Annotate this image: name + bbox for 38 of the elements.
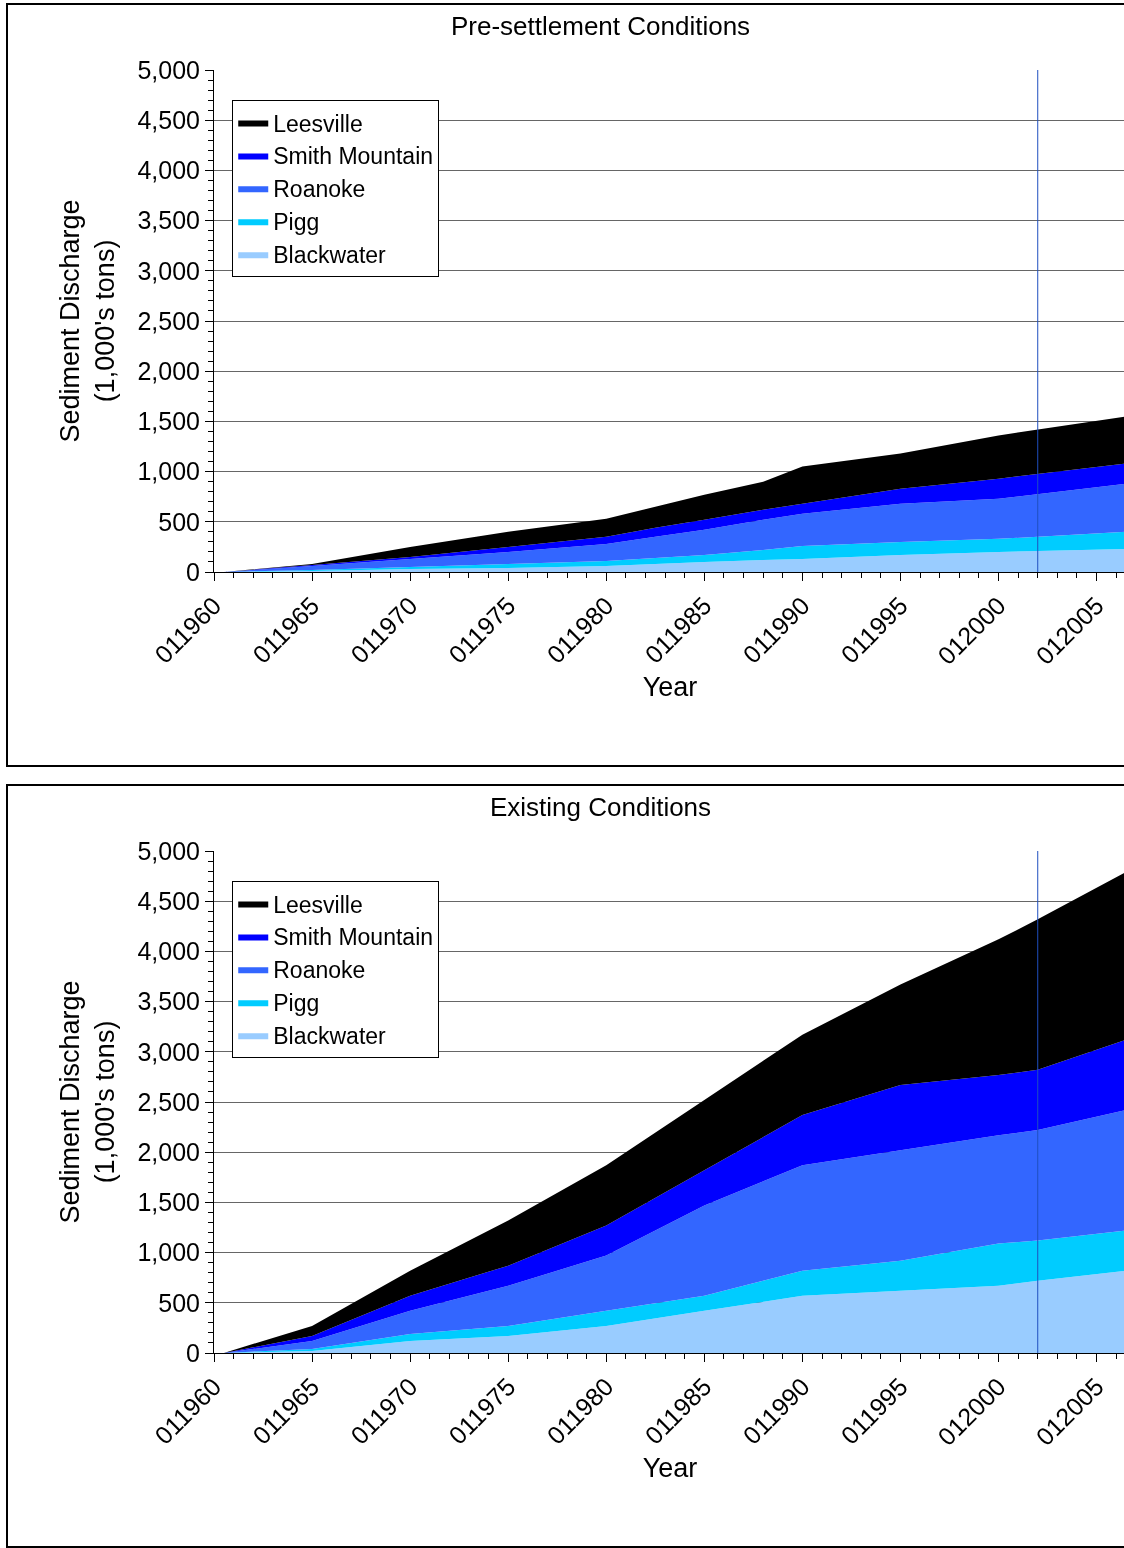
y-tick-label: 0	[186, 1338, 200, 1367]
y-tick-label: 1,500	[137, 407, 200, 436]
x-axis-title: Year	[642, 1453, 698, 1484]
legend-label: Blackwater	[273, 242, 387, 269]
y-tick-label: 4,500	[137, 886, 200, 915]
y-tick-label: 5,000	[137, 836, 200, 865]
y-tick-label: 1,500	[137, 1188, 200, 1217]
x-axis-title: Year	[642, 672, 698, 703]
y-tick-label: 4,000	[137, 937, 200, 966]
y-tick-label: 500	[158, 1288, 200, 1317]
legend-label: Leesville	[273, 891, 363, 918]
legend-label: Roanoke	[273, 176, 366, 203]
legend-label: Blackwater	[273, 1023, 387, 1050]
legend-label: Pigg	[273, 990, 320, 1017]
y-tick-label: 5,000	[137, 55, 200, 84]
y-tick-label: 3,000	[137, 1037, 200, 1066]
y-axis-title: Sediment Discharge (1,000's tons)	[55, 980, 121, 1224]
y-tick-label: 1,000	[137, 457, 200, 486]
y-tick-label: 3,500	[137, 987, 200, 1016]
y-tick-label: 3,500	[137, 206, 200, 235]
legend-label: Leesville	[273, 110, 363, 137]
legend-label: Roanoke	[273, 957, 366, 984]
y-axis-title: Sediment Discharge (1,000's tons)	[55, 199, 121, 443]
y-tick-label: 0	[186, 557, 200, 586]
legend-label: Pigg	[273, 209, 320, 236]
y-tick-label: 2,500	[137, 1087, 200, 1116]
legend-label: Smith Mountain	[273, 143, 434, 170]
y-tick-label: 2,500	[137, 306, 200, 335]
y-tick-label: 2,000	[137, 356, 200, 385]
y-tick-label: 4,500	[137, 105, 200, 134]
y-tick-label: 500	[158, 507, 200, 536]
y-tick-label: 1,000	[137, 1238, 200, 1267]
chart-title: Existing Conditions	[489, 791, 712, 822]
y-tick-label: 4,000	[137, 156, 200, 185]
legend-label: Smith Mountain	[273, 924, 434, 951]
y-tick-label: 2,000	[137, 1137, 200, 1166]
y-tick-label: 3,000	[137, 256, 200, 285]
chart-title: Pre-settlement Conditions	[450, 10, 751, 41]
